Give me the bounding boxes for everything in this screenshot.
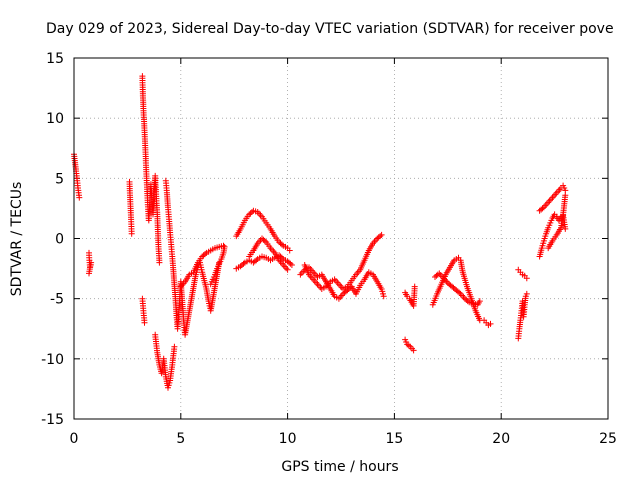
data-point — [76, 194, 83, 201]
data-point — [410, 347, 417, 354]
y-tick-label: -10 — [41, 352, 64, 368]
data-point — [249, 209, 255, 215]
data-point — [86, 270, 92, 277]
data-point — [202, 251, 208, 258]
y-tick-label: 5 — [55, 171, 64, 187]
y-tick-label: 10 — [46, 111, 64, 127]
data-point — [221, 243, 228, 250]
data-point — [411, 283, 418, 290]
x-tick-label: 15 — [385, 431, 403, 447]
data-point — [378, 231, 385, 238]
data-point — [220, 242, 227, 249]
data-point — [171, 343, 178, 350]
plot-frame — [73, 57, 609, 420]
data-series-sdtvar — [71, 73, 569, 391]
data-point — [562, 225, 569, 232]
x-tick-label: 20 — [492, 431, 510, 447]
x-tick-label: 0 — [70, 431, 79, 447]
data-point — [562, 192, 569, 199]
data-point — [288, 262, 295, 268]
data-point — [523, 275, 530, 282]
y-tick-label: 0 — [55, 232, 64, 248]
y-axis-label: SDTVAR / TECUs — [9, 182, 25, 297]
x-tick-label: 10 — [279, 431, 297, 447]
data-point — [523, 290, 530, 297]
data-point — [377, 233, 384, 240]
data-point — [284, 266, 291, 273]
data-point — [539, 205, 546, 212]
data-point — [261, 237, 268, 244]
grid-lines — [74, 58, 608, 419]
y-tick-label: -15 — [41, 412, 64, 428]
x-tick-label: 25 — [599, 431, 617, 447]
data-point — [141, 319, 148, 326]
y-axis-ticks: -15 -10 -5 0 5 10 15 — [41, 51, 608, 428]
data-point — [476, 298, 483, 305]
data-point — [278, 241, 285, 248]
data-point — [253, 257, 260, 264]
y-tick-label: -5 — [50, 292, 64, 308]
data-point — [156, 259, 163, 266]
data-point — [487, 320, 494, 327]
x-axis-ticks: 0 5 10 15 20 25 — [70, 58, 617, 447]
data-point — [380, 293, 387, 300]
x-axis-label: GPS time / hours — [281, 459, 398, 475]
chart-title: Day 029 of 2023, Sidereal Day-to-day VTE… — [46, 21, 614, 37]
data-point — [240, 260, 247, 267]
x-tick-label: 5 — [176, 431, 185, 447]
y-tick-label: 15 — [46, 51, 64, 67]
data-point — [456, 289, 463, 296]
data-point — [128, 230, 135, 237]
data-point — [286, 247, 293, 254]
